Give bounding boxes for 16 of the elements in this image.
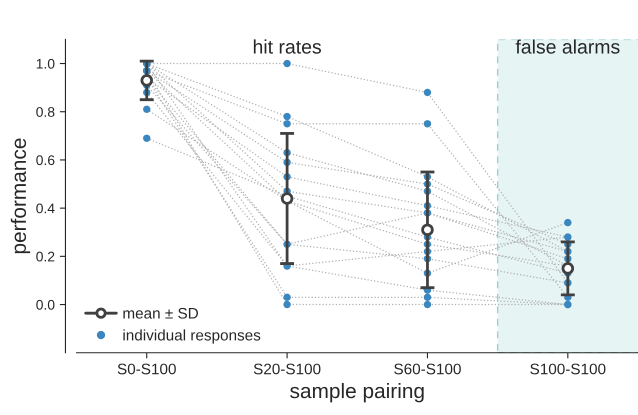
y-tick-label: 1.0 <box>36 58 54 69</box>
annotation: hit rates <box>254 39 321 54</box>
y-tick-label: 0.2 <box>36 252 54 262</box>
legend-label: individual responses <box>123 329 260 344</box>
x-tick-label: S0-S100 <box>118 364 176 374</box>
y-tick-label: 0.0 <box>36 300 54 310</box>
y-tick-label: 0.6 <box>36 155 54 166</box>
x-tick-label: S20-S100 <box>254 364 320 374</box>
x-tick-label: S100-S100 <box>530 364 606 374</box>
y-axis-title: performance <box>10 138 30 254</box>
y-tick-label: 0.4 <box>36 203 55 214</box>
annotation: false alarms <box>516 39 620 54</box>
y-tick-label: 0.8 <box>36 107 54 117</box>
x-tick-label: S60-S100 <box>394 364 461 374</box>
x-axis-title: sample pairing <box>290 382 424 402</box>
legend-label: mean ± SD <box>123 308 198 319</box>
